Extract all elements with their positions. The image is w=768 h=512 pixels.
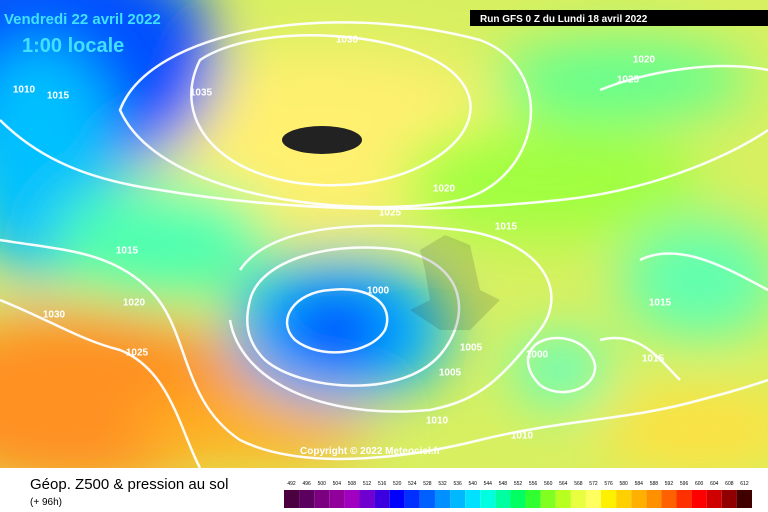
scale-label: 496 [302,481,311,487]
scale-label: 568 [574,481,583,487]
scale-swatch [616,490,632,508]
scale-label: 552 [514,481,523,487]
isobar-label: 1035 [190,88,213,99]
scale-swatch [374,490,390,508]
scale-swatch [736,490,752,508]
scale-swatch [555,490,571,508]
map [0,0,768,468]
isobar-label: 1020 [433,184,456,195]
isobar-labels: 1030 1010 1015 1035 1020 1025 1025 1020 1015 1015… [13,35,672,442]
run-box [470,10,768,26]
isobar-label: 1010 [13,85,36,96]
isobar-label: 1015 [649,298,672,309]
isobar-label: 1015 [495,222,518,233]
isobar-label: 1025 [126,348,149,359]
scale-swatch [495,490,511,508]
scale-swatch [601,490,617,508]
isobar-label: 1015 [47,91,70,102]
scale-label: 584 [635,481,644,487]
isobar-label: 1025 [617,75,640,86]
scale-swatch [721,490,737,508]
scale-swatch [434,490,451,508]
scale-swatch [646,490,662,508]
scale-swatch [359,490,375,508]
scale-swatch [510,490,526,508]
scale-swatch [676,490,692,508]
scale-label: 524 [408,481,417,487]
isobar-label: 1015 [642,354,665,365]
scale-label: 520 [393,481,402,487]
scale-swatch [419,490,435,508]
lead-time: (+ 96h) [30,497,62,508]
isobar-label: 1030 [43,310,66,321]
scale-swatch [661,490,677,508]
scale-label: 600 [695,481,704,487]
scale-swatch [525,490,541,508]
footer-title: Géop. Z500 & pression au sol [30,476,228,493]
scale-swatch [706,490,722,508]
isobar-label: 1005 [439,368,462,379]
scale-label: 508 [348,481,357,487]
scale-label: 540 [469,481,478,487]
isobar-label: 1005 [460,343,483,354]
scale-label: 580 [620,481,629,487]
scale-swatch [329,490,345,508]
isobar-label: 1025 [379,208,402,219]
scale-label: 548 [499,481,508,487]
scale-swatch [480,490,496,508]
isobar-label: 1000 [367,286,390,297]
scale-label: 564 [559,481,568,487]
scale-swatch [691,490,707,508]
scale-swatch [465,490,481,508]
scale-label: 512 [363,481,372,487]
isobar-label: 1010 [511,431,534,442]
scale-swatch [314,490,330,508]
scale-swatch [585,490,602,508]
scale-label: 596 [680,481,689,487]
scale-swatch [450,490,466,508]
scale-swatch [570,490,586,508]
scale-swatch [389,490,405,508]
scale-swatch [540,490,556,508]
scale-label: 544 [484,481,493,487]
scale-swatch [344,490,360,508]
scale-swatch [631,490,647,508]
scale-label: 556 [529,481,538,487]
scale-label: 504 [333,481,342,487]
scale-label: 536 [453,481,462,487]
forecast-date: Vendredi 22 avril 2022 [4,11,161,28]
scale-swatch [284,490,300,508]
scale-label: 492 [287,481,296,487]
scale-label: 588 [650,481,659,487]
scale-label: 500 [318,481,327,487]
scale-label: 560 [544,481,553,487]
scale-label: 608 [725,481,734,487]
scale-label: 576 [604,481,613,487]
run-info: Run GFS 0 Z du Lundi 18 avril 2022 [480,14,648,25]
forecast-time: 1:00 locale [22,35,124,57]
scale-label: 612 [740,481,749,487]
isobar-label: 1030 [336,35,359,46]
isobar-label: 1020 [633,55,656,66]
copyright: Copyright © 2022 Meteociel.fr [300,446,441,457]
scale-label: 528 [423,481,432,487]
scale-swatch [299,490,315,508]
scale-label: 572 [589,481,598,487]
isobar-label: 1010 [426,416,449,427]
scale-label: 592 [665,481,674,487]
scale-label: 532 [438,481,447,487]
scale-swatch [404,490,420,508]
isobar-label: 1020 [123,298,146,309]
color-scale: 492 496 500 504 508 512 516 520 524 528 532 536 540 5… [284,481,752,508]
isobar-label: 1015 [116,246,139,257]
scale-label: 516 [378,481,387,487]
scale-label: 604 [710,481,719,487]
isobar-label: 1000 [526,350,549,361]
